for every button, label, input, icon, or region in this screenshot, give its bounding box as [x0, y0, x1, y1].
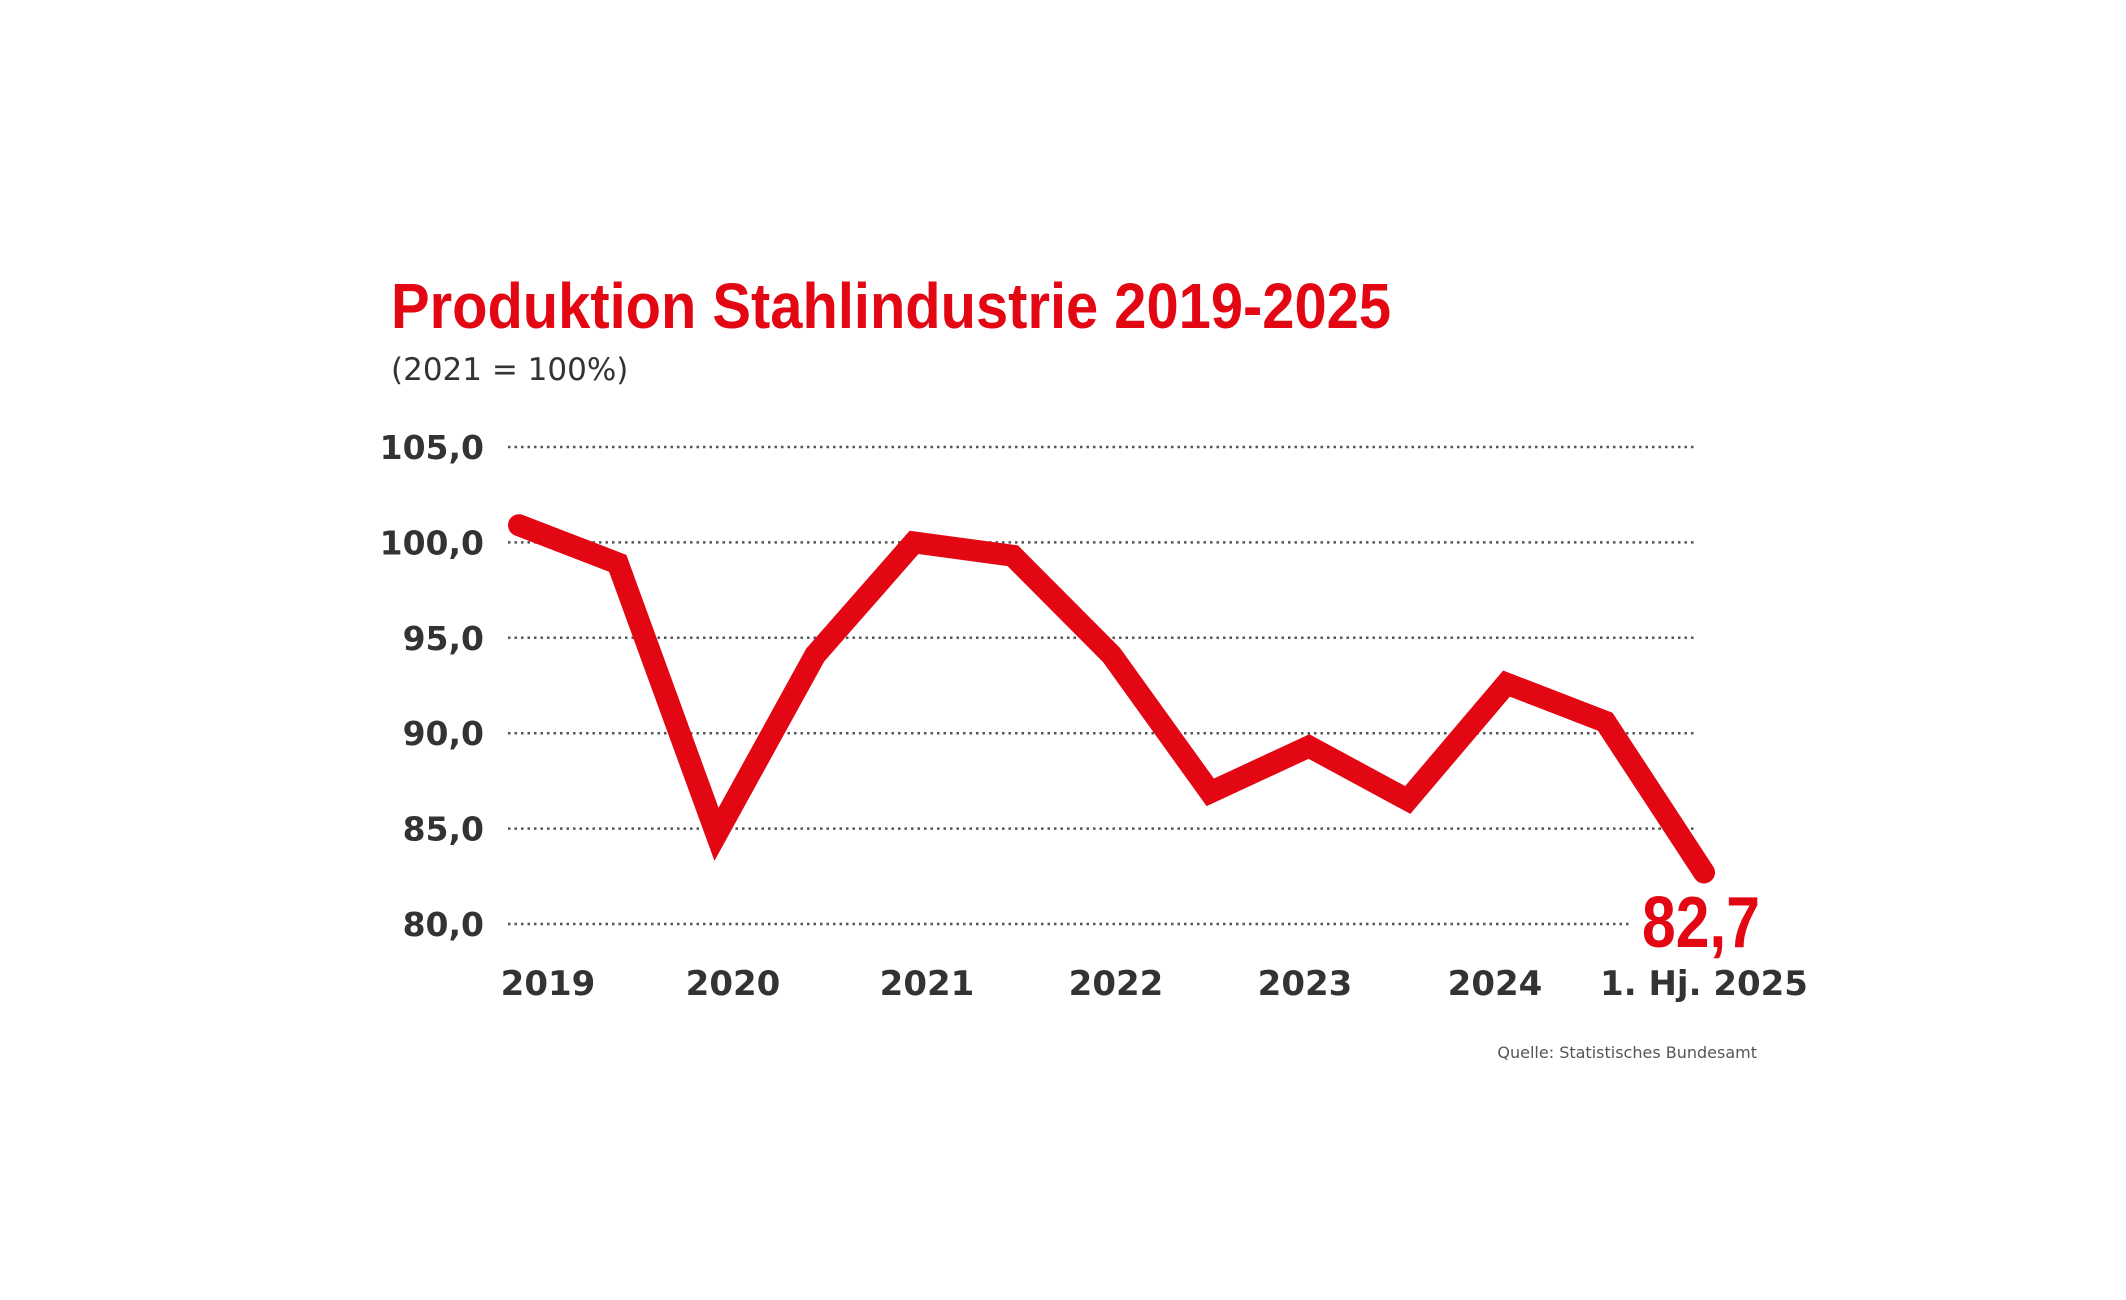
data-point	[1604, 720, 1607, 723]
x-tick-label: 2021	[880, 964, 975, 1004]
source-note: Quelle: Statistisches Bundesamt	[1497, 1043, 1757, 1062]
data-point	[518, 524, 520, 527]
data-point	[814, 653, 817, 656]
data-point	[616, 562, 619, 565]
x-tick-label: 1. Hj. 2025	[1600, 964, 1808, 1004]
data-point	[1505, 682, 1508, 685]
y-tick-label: 90,0	[403, 714, 484, 753]
data-point	[1011, 554, 1014, 557]
x-tick-label: 2023	[1258, 964, 1353, 1004]
y-tick-label: 95,0	[403, 619, 484, 658]
last-value-label: 82,7	[1642, 883, 1760, 963]
x-tick-label: 2020	[686, 964, 781, 1004]
data-point	[1308, 745, 1310, 748]
chart-title: Produktion Stahlindustrie 2019-2025	[391, 270, 1391, 342]
data-point	[1110, 653, 1113, 656]
data-point	[1209, 791, 1212, 794]
y-tick-label: 105,0	[380, 428, 484, 467]
series-line	[508, 514, 1715, 884]
data-point	[1406, 798, 1409, 801]
y-tick-label: 85,0	[403, 810, 484, 849]
x-tick-label: 2019	[501, 964, 596, 1004]
y-tick-label: 100,0	[380, 523, 484, 562]
data-point	[913, 541, 915, 544]
y-tick-label: 80,0	[403, 905, 484, 944]
chart-subtitle: (2021 = 100%)	[391, 352, 628, 388]
data-point	[715, 833, 718, 836]
x-tick-label: 2022	[1069, 964, 1164, 1004]
x-tick-label: 2024	[1448, 964, 1543, 1004]
data-point	[1703, 871, 1705, 874]
